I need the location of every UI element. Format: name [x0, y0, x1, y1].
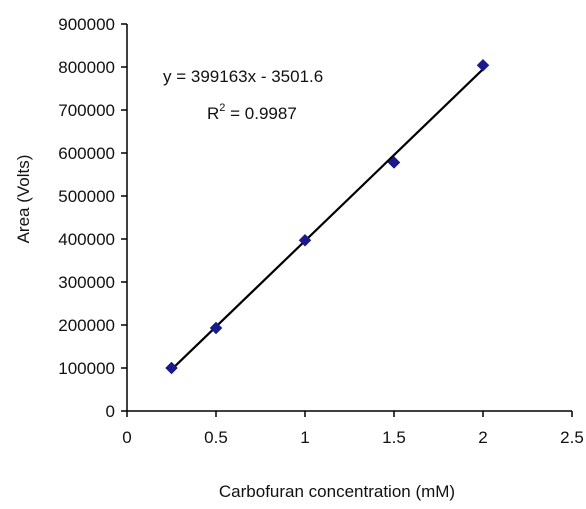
x-tick-label: 0.5	[204, 428, 228, 447]
x-axis-title: Carbofuran concentration (mM)	[219, 482, 455, 501]
x-tick-label: 1.5	[382, 428, 406, 447]
y-tick-label: 200000	[58, 316, 115, 335]
data-points	[165, 58, 490, 375]
x-axis-ticks: 0 0.5 1 1.5 2 2.5	[122, 411, 584, 447]
x-tick-label: 0	[122, 428, 131, 447]
data-point	[476, 58, 490, 72]
y-axis-title: Area (Volts)	[14, 155, 33, 244]
data-point	[298, 233, 312, 247]
trendline	[170, 68, 484, 371]
y-axis-ticks: 0 100000 200000 300000 400000 500000 600000 700…	[58, 15, 127, 421]
x-tick-label: 1	[300, 428, 309, 447]
r-squared-label: R2 = 0.9987	[207, 102, 297, 123]
y-tick-label: 100000	[58, 359, 115, 378]
data-point	[387, 156, 401, 169]
y-tick-label: 300000	[58, 273, 115, 292]
trendline-equation: y = 399163x - 3501.6	[163, 67, 323, 86]
y-tick-label: 800000	[58, 58, 115, 77]
x-tick-label: 2.5	[560, 428, 584, 447]
y-tick-label: 900000	[58, 15, 115, 34]
y-tick-label: 500000	[58, 187, 115, 206]
y-tick-label: 0	[106, 402, 115, 421]
y-tick-label: 400000	[58, 230, 115, 249]
data-point	[165, 361, 178, 375]
y-tick-label: 600000	[58, 144, 115, 163]
data-point	[209, 321, 223, 335]
x-tick-label: 2	[478, 428, 487, 447]
y-tick-label: 700000	[58, 101, 115, 120]
